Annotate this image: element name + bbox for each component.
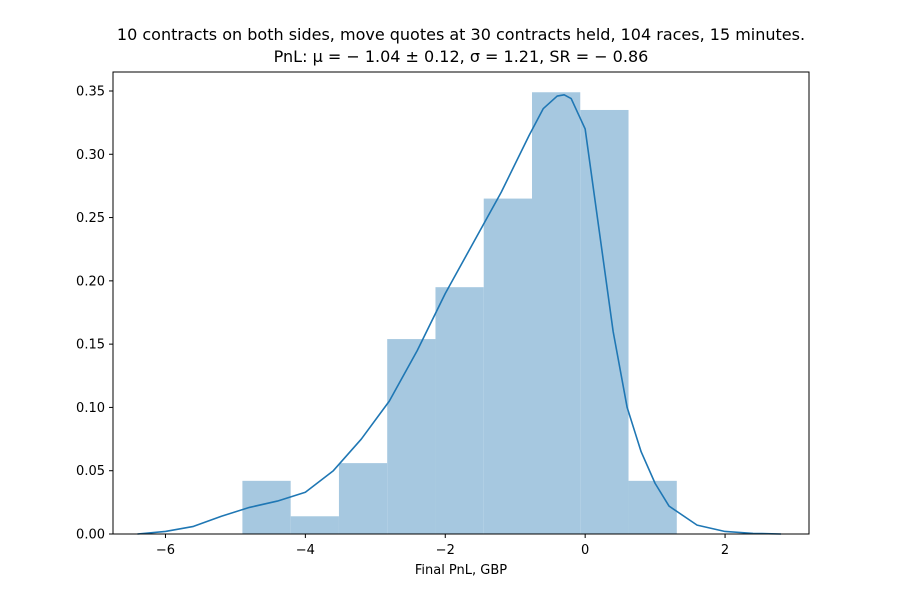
x-tick-label: −6: [156, 543, 175, 558]
axes-frame: [112, 71, 810, 535]
histogram-bar: [628, 480, 677, 534]
histogram-bar: [290, 516, 339, 534]
y-tick-label: 0.35: [76, 84, 105, 99]
x-axis-label: Final PnL, GBP: [415, 563, 507, 578]
histogram-bar: [531, 92, 581, 535]
y-tick-label: 0.00: [76, 528, 105, 543]
histogram-bar: [580, 109, 629, 535]
plot-area: −6 −4 −2 0 2 0.00 0.05 0.10 0.15 0.20 0.25 0.30 0.35: [76, 71, 810, 558]
histogram-bar: [338, 463, 388, 534]
y-tick-label: 0.25: [76, 211, 105, 226]
x-tick-label: −4: [296, 543, 315, 558]
y-tick-label: 0.15: [76, 338, 105, 353]
chart-title-line2: PnL: μ = − 1.04 ± 0.12, σ = 1.21, SR = −…: [274, 47, 649, 66]
histogram-bar: [483, 198, 532, 534]
kde-line: [137, 93, 782, 535]
histogram-bar: [387, 339, 436, 534]
x-tick-label: 2: [721, 543, 729, 558]
y-tick-label: 0.10: [76, 401, 105, 416]
y-tick-label: 0.20: [76, 274, 105, 289]
y-tick-label: 0.05: [76, 464, 105, 479]
x-tick-label: 0: [581, 543, 589, 558]
y-tick-label: 0.30: [76, 148, 105, 163]
x-tick-label: −2: [436, 543, 455, 558]
histogram-bar: [435, 287, 484, 534]
chart-title-line1: 10 contracts on both sides, move quotes …: [117, 25, 805, 44]
